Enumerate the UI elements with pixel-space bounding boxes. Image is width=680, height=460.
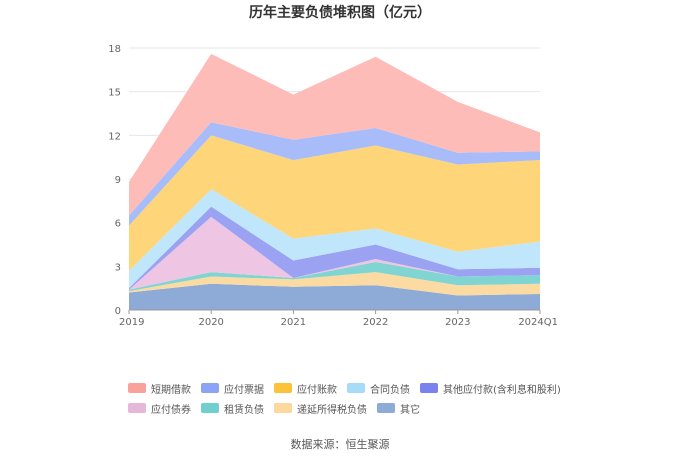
- legend-row: 短期借款 应付票据 应付账款 合同负债 其他应付款(含利息和股利): [128, 378, 568, 398]
- legend-item[interactable]: 其它: [377, 401, 420, 416]
- legend-item[interactable]: 应付债券: [128, 401, 191, 416]
- legend-swatch: [274, 383, 292, 393]
- y-tick-label: 3: [115, 262, 121, 273]
- legend-item[interactable]: 短期借款: [128, 381, 191, 396]
- x-tick-label: 2024Q1: [518, 317, 558, 328]
- legend-swatch: [274, 403, 292, 413]
- y-tick-label: 6: [115, 219, 121, 230]
- y-tick-label: 15: [108, 88, 121, 99]
- legend-item[interactable]: 其他应付款(含利息和股利): [420, 381, 561, 396]
- legend-swatch: [128, 383, 146, 393]
- data-source-note: 数据来源：恒生聚源: [290, 438, 390, 451]
- legend-item[interactable]: 递延所得税负债: [274, 401, 367, 416]
- legend-label: 短期借款: [151, 384, 191, 396]
- chart-legend: 短期借款 应付票据 应付账款 合同负债 其他应付款(含利息和股利) 应付债券 租赁负债 递延所…: [128, 378, 568, 418]
- area-series-4: [129, 206, 540, 290]
- legend-swatch: [347, 383, 365, 393]
- legend-label: 其它: [400, 404, 420, 416]
- area-series-1: [129, 272, 540, 296]
- area-series-0: [129, 283, 540, 310]
- legend-label: 递延所得税负债: [297, 404, 367, 416]
- area-series-5: [129, 189, 540, 289]
- x-tick-label: 2021: [281, 317, 306, 328]
- stacked-area-chart: 0 3 6 9 12 15 18 2019 2020 2021 2022 2023 2024Q1: [108, 44, 558, 328]
- y-tick-label: 12: [108, 131, 121, 142]
- legend-swatch: [377, 403, 395, 413]
- legend-label: 应付账款: [297, 384, 337, 396]
- x-tick-label: 2020: [198, 317, 223, 328]
- y-tick-label: 0: [115, 306, 121, 317]
- legend-swatch: [201, 383, 219, 393]
- legend-item[interactable]: 应付票据: [201, 381, 264, 396]
- x-tick-label: 2023: [445, 317, 470, 328]
- legend-label: 应付票据: [224, 384, 264, 396]
- legend-swatch: [201, 403, 219, 413]
- legend-item[interactable]: 合同负债: [347, 381, 410, 396]
- area-series-8: [129, 53, 540, 216]
- legend-label: 合同负债: [370, 384, 410, 396]
- area-series-6: [129, 135, 540, 271]
- legend-row: 应付债券 租赁负债 递延所得税负债 其它: [128, 398, 568, 418]
- legend-label: 应付债券: [151, 404, 191, 416]
- legend-item[interactable]: 租赁负债: [201, 401, 264, 416]
- area-series-3: [129, 216, 540, 290]
- legend-label: 其他应付款(含利息和股利): [443, 384, 561, 396]
- x-tick-label: 2019: [119, 317, 144, 328]
- y-tick-label: 18: [108, 44, 121, 55]
- legend-item[interactable]: 应付账款: [274, 381, 337, 396]
- legend-label: 租赁负债: [224, 404, 264, 416]
- area-series-7: [129, 122, 540, 226]
- legend-swatch: [420, 383, 438, 393]
- legend-swatch: [128, 403, 146, 413]
- y-tick-label: 9: [115, 175, 121, 186]
- x-tick-label: 2022: [363, 317, 388, 328]
- chart-title: 历年主要负债堆积图（亿元）: [249, 5, 431, 21]
